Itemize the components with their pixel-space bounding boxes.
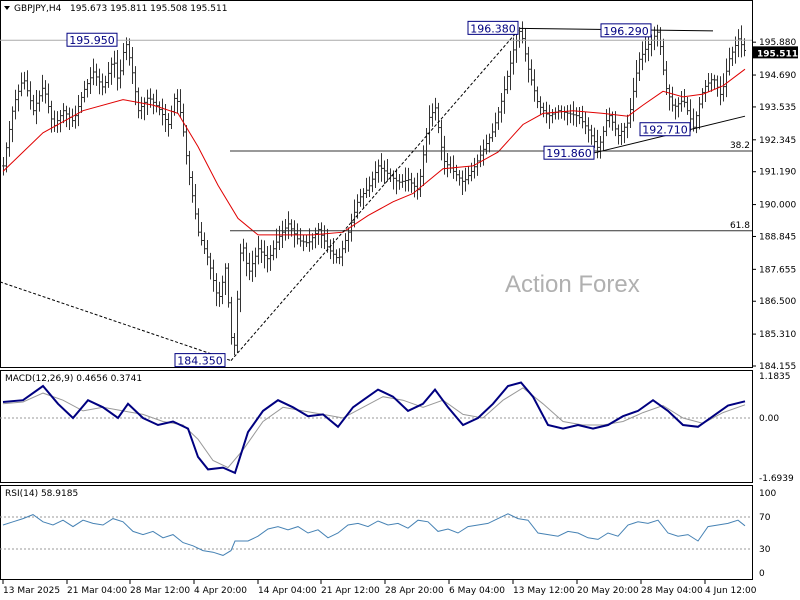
price-header: GBPJPY,H4 195.673 195.811 195.508 195.51… (4, 4, 227, 14)
price-axis-label: 195.880 (759, 38, 796, 48)
time-axis-label: 4 Jun 12:00 (705, 586, 757, 596)
price-axis-label: 190.000 (759, 201, 796, 211)
rsi-title: RSI(14) 58.9185 (5, 489, 78, 499)
level-label-text: 192.710 (642, 124, 688, 137)
price-axis-label: 186.500 (759, 297, 796, 307)
price-bars (2, 21, 746, 356)
level-label-box (467, 20, 519, 35)
fib-label: 61.8 (730, 221, 750, 231)
current-price-tag (753, 46, 798, 59)
panel-frames (0, 0, 753, 580)
level-label-box (639, 122, 691, 137)
price-axis-label: 193.535 (759, 103, 796, 113)
fib-label: 38.2 (730, 141, 750, 151)
macd-axis-label: 0.00 (759, 414, 779, 424)
time-axis-label: 28 May 04:00 (641, 586, 703, 596)
rsi-line (2, 513, 746, 556)
time-axis-label: 6 May 04:00 (449, 586, 505, 596)
macd-axis-label: 1.1835 (759, 372, 791, 382)
rsi-axis-label: 100 (759, 489, 776, 499)
time-axis-label: 21 Apr 12:00 (321, 586, 380, 596)
price-axis-label: 191.190 (759, 168, 796, 178)
macd-signal-line (2, 387, 746, 469)
time-axis-label: 13 May 12:00 (513, 586, 575, 596)
moving-average-line (2, 68, 746, 236)
rsi-plot (0, 513, 752, 556)
price-plot: 38.2 61.8 196.380 196.290 195.950 192.710 191.… (0, 20, 752, 368)
price-panel-frame (0, 0, 753, 368)
time-axis-label: 14 Apr 04:00 (258, 586, 317, 596)
time-axis-label: 21 Mar 04:00 (67, 586, 127, 596)
axes: 195.880 194.690 193.535 192.345 191.190 190.0… (2, 38, 798, 596)
time-axis-label: 20 May 20:00 (577, 586, 639, 596)
price-axis-label: 184.155 (759, 362, 796, 372)
uptrend-dashed-line (230, 28, 521, 361)
rsi-axis-label: 70 (759, 513, 771, 523)
level-label-192-710: 192.710 (639, 122, 691, 137)
watermark: Action Forex (505, 271, 640, 298)
price-axis-label: 187.655 (759, 265, 796, 275)
time-axis-label: 28 Apr 20:00 (385, 586, 444, 596)
rsi-panel-frame (0, 485, 753, 580)
macd-axis-label: -1.6939 (759, 474, 794, 484)
level-label-191-860: 191.860 (543, 145, 595, 160)
level-label-196-380: 196.380 (467, 20, 519, 35)
macd-title: MACD(12,26,9) 0.4656 0.3741 (5, 374, 142, 384)
rsi-axis-label: 0 (759, 569, 765, 579)
level-label-box (543, 145, 595, 160)
macd-line (2, 381, 746, 475)
level-label-box (174, 353, 226, 368)
rsi-axis-label: 30 (759, 545, 771, 555)
current-price-label: 195.511 (757, 49, 798, 59)
level-label-text: 195.950 (69, 34, 115, 47)
downtrend-dashed-line (0, 281, 232, 362)
level-label-text: 191.860 (546, 147, 592, 160)
collapse-arrow-icon[interactable] (4, 6, 10, 10)
time-axis-label: 28 Mar 12:00 (130, 586, 190, 596)
price-axis-label: 192.345 (759, 136, 796, 146)
level-label-196-290: 196.290 (600, 23, 652, 38)
level-label-text: 196.380 (470, 22, 516, 35)
macd-plot (0, 381, 752, 475)
level-label-text: 196.290 (603, 25, 649, 38)
level-label-box (600, 23, 652, 38)
price-axis-label: 188.845 (759, 232, 796, 242)
level-label-box (66, 32, 118, 47)
time-axis-label: 13 Mar 2025 (3, 586, 60, 596)
symbol-label: GBPJPY,H4 (14, 4, 62, 14)
time-axis-label: 4 Apr 20:00 (194, 586, 247, 596)
ohlc-label: 195.673 195.811 195.508 195.511 (70, 4, 227, 14)
level-label-184-350: 184.350 (174, 353, 226, 368)
price-axis-label: 194.690 (759, 71, 796, 81)
price-axis-label: 185.310 (759, 330, 796, 340)
level-label-text: 184.350 (177, 355, 223, 368)
level-label-195-950: 195.950 (66, 32, 118, 47)
macd-panel-frame (0, 370, 753, 483)
